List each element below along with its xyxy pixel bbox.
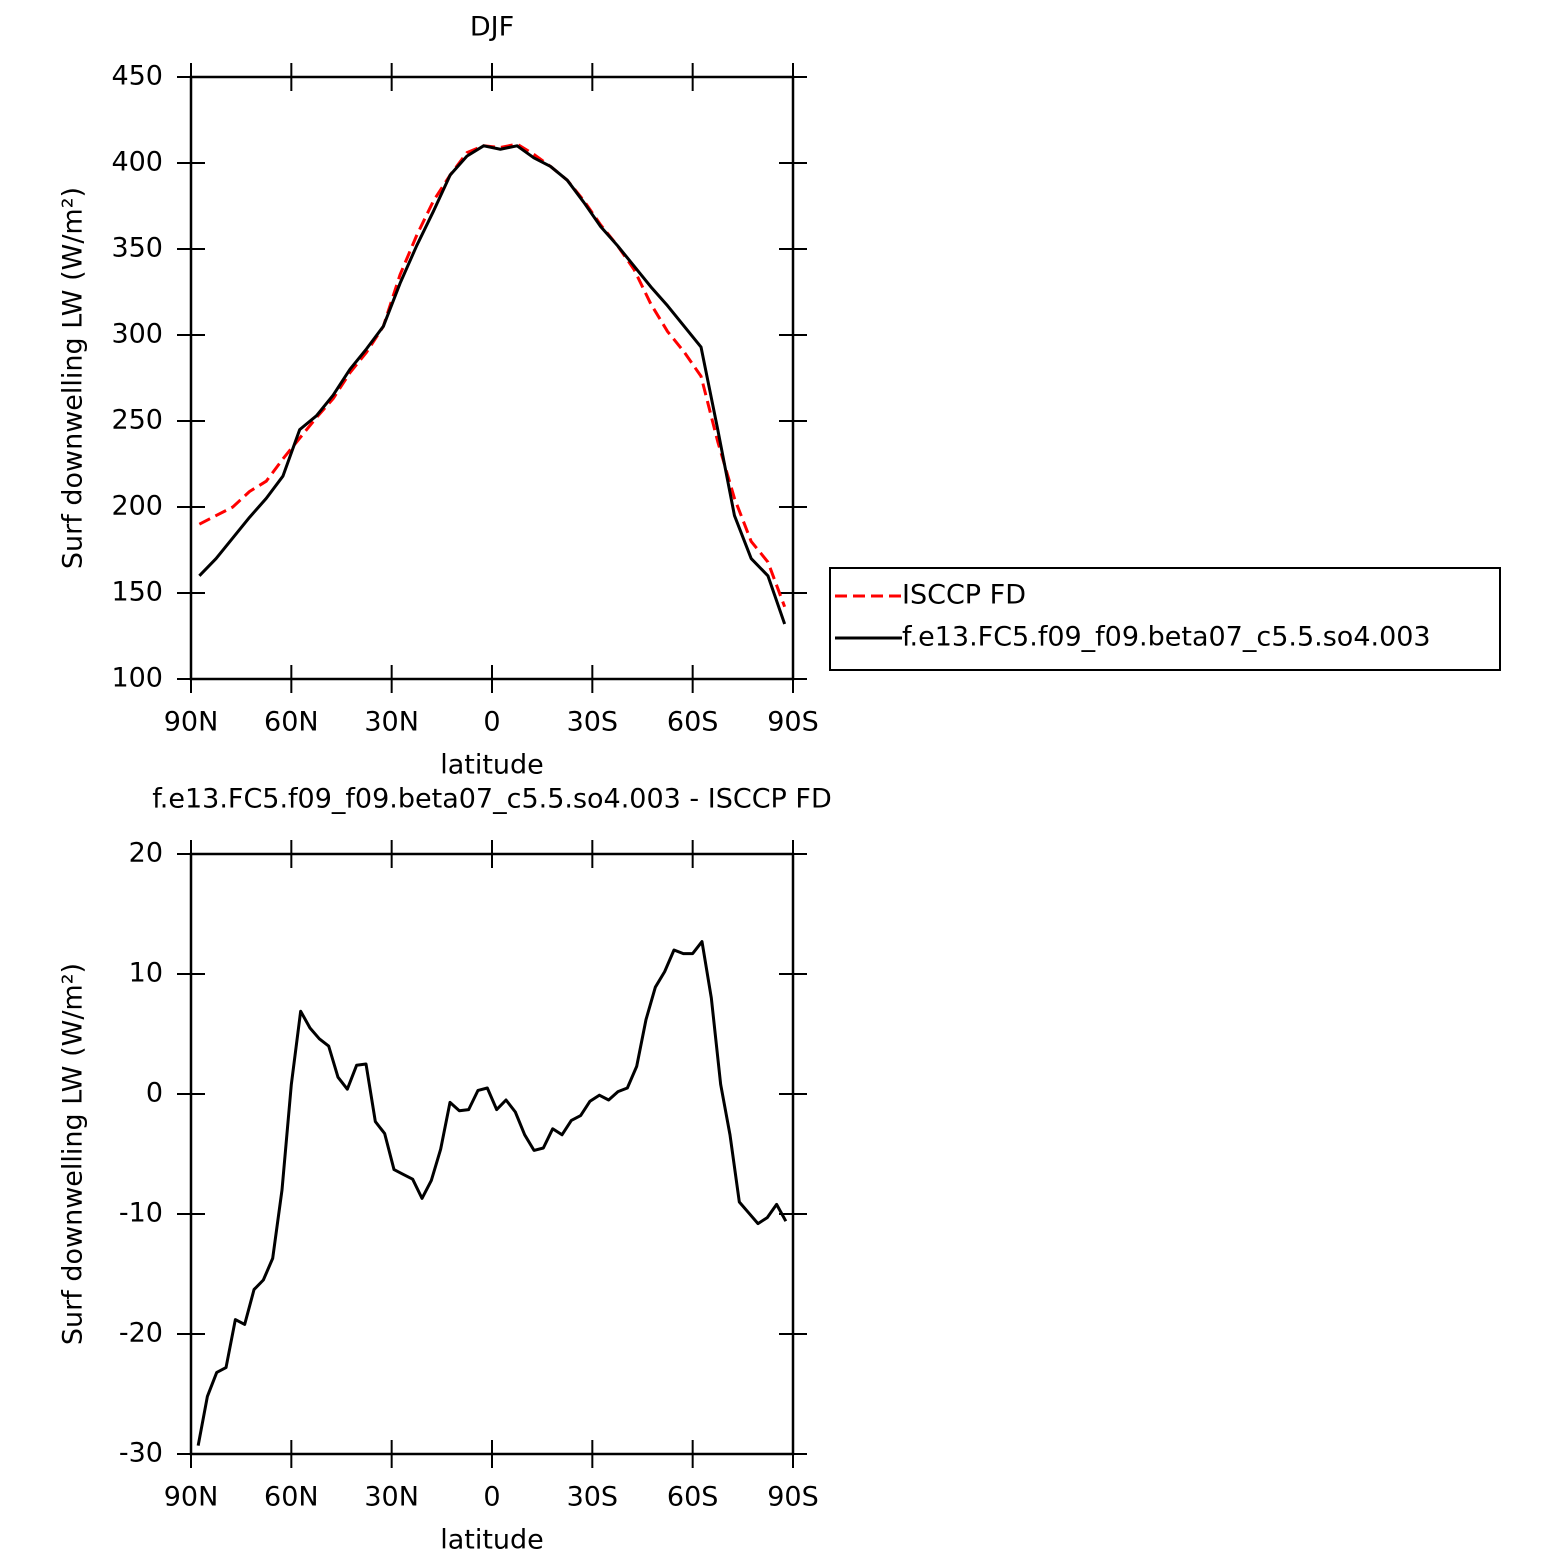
x-tick-label: 90S bbox=[767, 1482, 819, 1513]
y-tick-label: 100 bbox=[111, 663, 163, 694]
y-tick-label: 300 bbox=[111, 319, 163, 350]
legend-label: ISCCP FD bbox=[902, 580, 1026, 611]
x-tick-label: 60S bbox=[667, 1482, 719, 1513]
legend-label: f.e13.FC5.f09_f09.beta07_c5.5.so4.003 bbox=[902, 622, 1431, 653]
x-tick-label: 30S bbox=[567, 1482, 619, 1513]
x-tick-label: 60N bbox=[264, 707, 319, 738]
data-line bbox=[198, 142, 787, 608]
y-tick-label: -30 bbox=[119, 1438, 163, 1469]
data-line bbox=[198, 144, 787, 625]
y-tick-label: 20 bbox=[129, 838, 163, 869]
y-axis-label: Surf downwelling LW (W/m²) bbox=[58, 187, 89, 569]
y-tick-label: -20 bbox=[119, 1318, 163, 1349]
x-tick-label: 90N bbox=[164, 1482, 219, 1513]
y-tick-label: 250 bbox=[111, 405, 163, 436]
x-tick-label: 90S bbox=[767, 707, 819, 738]
y-tick-label: 10 bbox=[129, 958, 163, 989]
data-line bbox=[196, 940, 788, 1446]
x-tick-label: 0 bbox=[483, 1482, 500, 1513]
y-tick-label: 0 bbox=[146, 1078, 163, 1109]
y-tick-label: 350 bbox=[111, 233, 163, 264]
x-tick-label: 0 bbox=[483, 707, 500, 738]
plot-frame bbox=[189, 75, 795, 681]
y-tick-label: -10 bbox=[119, 1198, 163, 1229]
x-axis-label: latitude bbox=[440, 1525, 544, 1556]
plot-frame bbox=[189, 852, 795, 1456]
y-axis-label: Surf downwelling LW (W/m²) bbox=[58, 963, 89, 1345]
y-tick-label: 400 bbox=[111, 147, 163, 178]
y-tick-label: 150 bbox=[111, 577, 163, 608]
x-tick-label: 60N bbox=[264, 1482, 319, 1513]
x-tick-label: 60S bbox=[667, 707, 719, 738]
y-tick-label: 450 bbox=[111, 61, 163, 92]
x-tick-label: 30S bbox=[567, 707, 619, 738]
x-axis-label: latitude bbox=[440, 750, 544, 781]
chart-title: DJF bbox=[470, 12, 514, 43]
legend-box bbox=[829, 567, 1501, 671]
x-tick-label: 30N bbox=[364, 1482, 419, 1513]
y-tick-label: 200 bbox=[111, 491, 163, 522]
x-tick-label: 30N bbox=[364, 707, 419, 738]
x-tick-label: 90N bbox=[164, 707, 219, 738]
chart-title: f.e13.FC5.f09_f09.beta07_c5.5.so4.003 - … bbox=[152, 784, 832, 815]
